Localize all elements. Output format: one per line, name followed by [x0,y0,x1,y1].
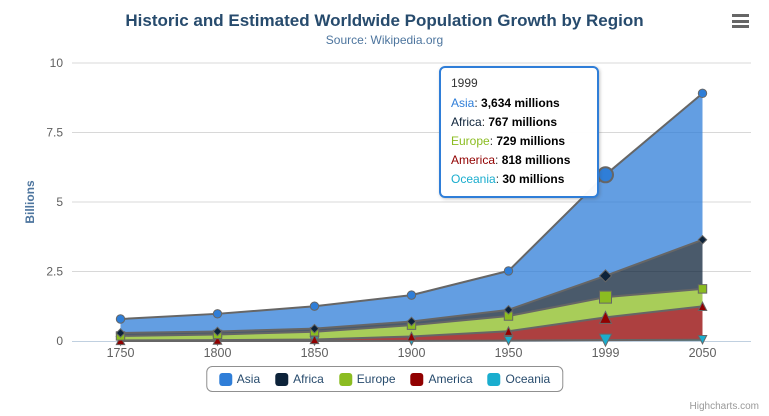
point-africa-2050[interactable] [697,234,708,245]
y-axis-label-0: 0 [56,334,63,348]
point-asia-1800[interactable] [212,309,223,319]
point-asia-1950[interactable] [503,266,514,276]
y-axis-label-2.5: 2.5 [46,265,63,279]
point-oceania-2050[interactable] [697,335,708,346]
point-asia-1750[interactable] [115,314,126,324]
point-asia-1900[interactable] [406,290,417,300]
chart-subtitle: Source: Wikipedia.org [325,33,444,47]
x-axis-label-1999: 1999 [592,346,620,360]
point-america-1800[interactable] [212,334,223,345]
legend-item-oceania[interactable]: Oceania [487,372,551,386]
legend-item-europe[interactable]: Europe [338,372,396,386]
legend-label: Oceania [505,372,551,386]
legend-item-asia[interactable]: Asia [218,372,261,386]
x-axis-labels: 1750 1800 1850 1900 1950 1999 2050 [107,346,717,360]
series-markers [115,88,708,348]
legend-swatch-africa [275,372,289,386]
x-axis-label-1950: 1950 [495,346,523,360]
point-africa-1800[interactable] [212,326,223,337]
point-oceania-1999[interactable] [598,333,613,348]
area-africa [120,239,703,336]
point-asia-1999[interactable] [597,166,614,184]
point-oceania-1950[interactable] [503,335,514,346]
y-axis-label-10: 10 [50,56,64,70]
legend-label: Africa [293,372,324,386]
legend-label: America [428,372,473,386]
point-america-1900[interactable] [406,331,417,342]
x-axis-label-1750: 1750 [107,346,135,360]
point-europe-1999[interactable] [599,290,612,304]
context-menu-button[interactable] [732,12,752,30]
point-africa-1900[interactable] [406,316,417,327]
y-axis-title: Billions [23,180,37,224]
x-axis-label-1900: 1900 [398,346,426,360]
point-asia-1850[interactable] [309,301,320,311]
x-axis-label-2050: 2050 [689,346,717,360]
area-asia [120,93,703,333]
legend-item-africa[interactable]: Africa [275,372,324,386]
x-axis-label-1850: 1850 [301,346,329,360]
point-africa-1999[interactable] [598,269,613,283]
y-axis-labels: 0 2.5 5 7.5 10 [46,56,63,348]
chart-title: Historic and Estimated Worldwide Populat… [125,11,644,30]
point-asia-2050[interactable] [697,88,708,99]
legend-swatch-asia [218,372,232,386]
point-america-1850[interactable] [309,334,320,345]
area-america [120,306,703,341]
point-africa-1750[interactable] [115,328,126,338]
legend-swatch-america [410,372,424,386]
y-axis-label-7.5: 7.5 [46,126,63,140]
point-america-2050[interactable] [697,301,708,312]
x-axis-label-1800: 1800 [204,346,232,360]
point-africa-1850[interactable] [309,323,320,334]
point-america-1950[interactable] [503,325,514,336]
legend: Asia Africa Europe America Oceania [205,366,564,392]
point-europe-2050[interactable] [697,284,708,294]
legend-label: Europe [356,372,396,386]
hamburger-icon [732,14,749,17]
legend-swatch-oceania [487,372,501,386]
legend-item-america[interactable]: America [410,372,473,386]
point-america-1999[interactable] [598,310,613,324]
legend-swatch-europe [338,372,352,386]
series-areas [120,93,703,341]
point-africa-1950[interactable] [503,304,514,315]
y-axis-label-5: 5 [56,195,63,209]
credits-link[interactable]: Highcharts.com [689,401,759,412]
legend-label: Asia [236,372,261,386]
